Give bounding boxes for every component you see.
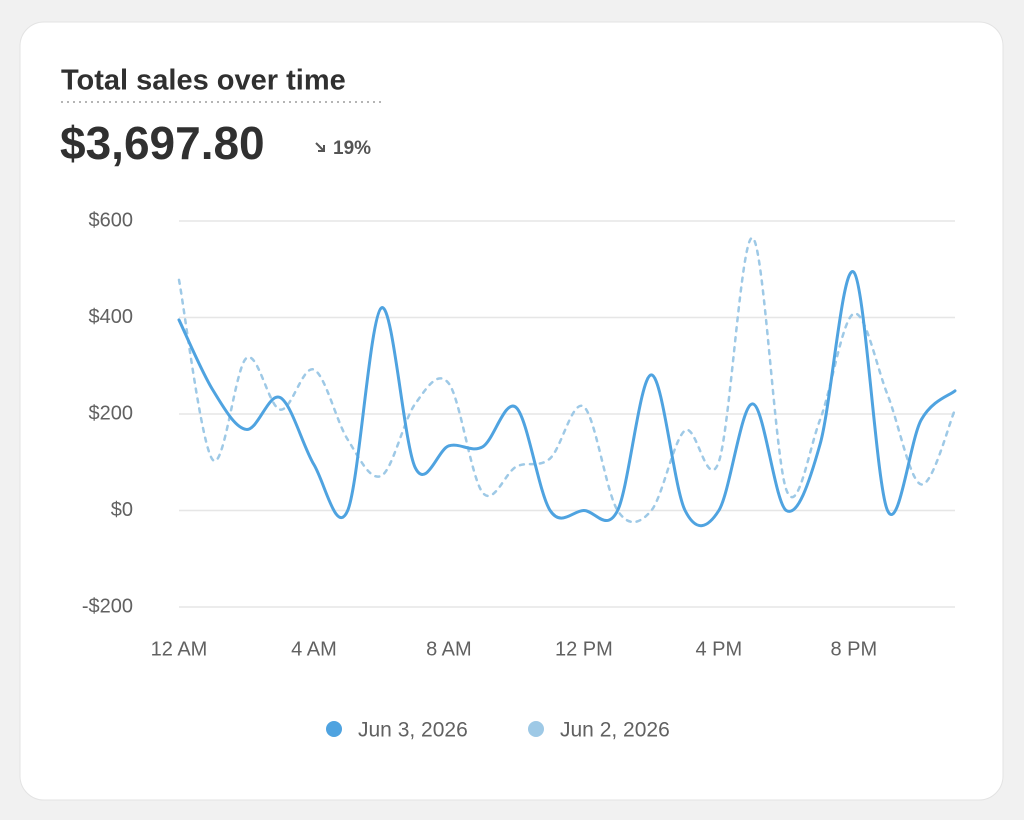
y-tick-label: $200: [89, 402, 134, 424]
legend-label: Jun 3, 2026: [358, 719, 468, 742]
y-tick-label: -$200: [82, 595, 133, 617]
card: [19, 21, 1004, 801]
legend-label: Jun 2, 2026: [560, 719, 670, 742]
y-tick-label: $0: [111, 499, 133, 521]
legend-marker: [326, 721, 342, 737]
legend-marker: [528, 721, 544, 737]
total-value: $3,697.80: [60, 117, 265, 169]
x-tick-label: 8 AM: [426, 638, 472, 660]
y-tick-label: $400: [89, 306, 134, 328]
line-series: [177, 270, 957, 528]
x-tick-label: 4 AM: [291, 638, 337, 660]
change-percent: 19%: [333, 138, 371, 159]
chart-title: Total sales over time: [61, 65, 346, 97]
x-tick-label: 4 PM: [695, 638, 742, 660]
trend-down-icon: [315, 142, 325, 152]
y-tick-label: $600: [89, 209, 134, 231]
x-tick-label: 12 PM: [555, 638, 613, 660]
x-tick-label: 8 PM: [830, 638, 877, 660]
x-tick-label: 12 AM: [151, 638, 208, 660]
